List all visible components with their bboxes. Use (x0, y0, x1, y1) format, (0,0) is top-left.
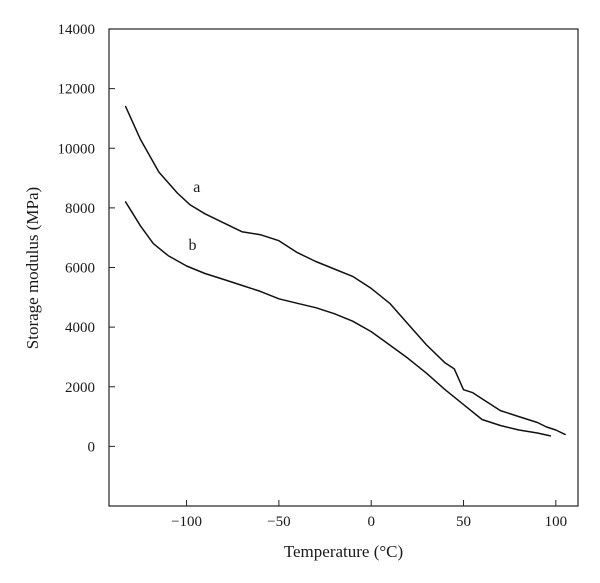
axis-ticks: −100 −50 0 50 100 0 2000 4000 6000 8000 10000 12000… (58, 22, 568, 530)
x-axis-label: Temperature (°C) (284, 542, 403, 561)
plot-frame (108, 28, 579, 507)
x-tick-label: 0 (367, 514, 375, 530)
y-tick-label: 12000 (58, 82, 96, 98)
series-lines (124, 105, 566, 437)
series-labels: ab (189, 179, 201, 254)
x-tick-label: −50 (267, 514, 290, 530)
y-axis-label: Storage modulus (MPa) (23, 187, 42, 349)
x-tick-label: 100 (545, 514, 568, 530)
x-tick-label: −100 (171, 514, 202, 530)
x-tick-label: 50 (456, 514, 471, 530)
series-line-b (124, 201, 552, 437)
series-label-b: b (189, 237, 197, 254)
y-tick-label: 10000 (58, 141, 96, 157)
series-label-a: a (193, 179, 200, 196)
y-tick-label: 8000 (65, 201, 95, 217)
y-tick-label: 2000 (65, 380, 95, 396)
y-tick-label: 6000 (65, 261, 95, 277)
y-tick-label: 0 (88, 439, 96, 455)
y-tick-label: 14000 (58, 22, 96, 38)
y-tick-label: 4000 (65, 320, 95, 336)
series-line-a (124, 105, 566, 436)
